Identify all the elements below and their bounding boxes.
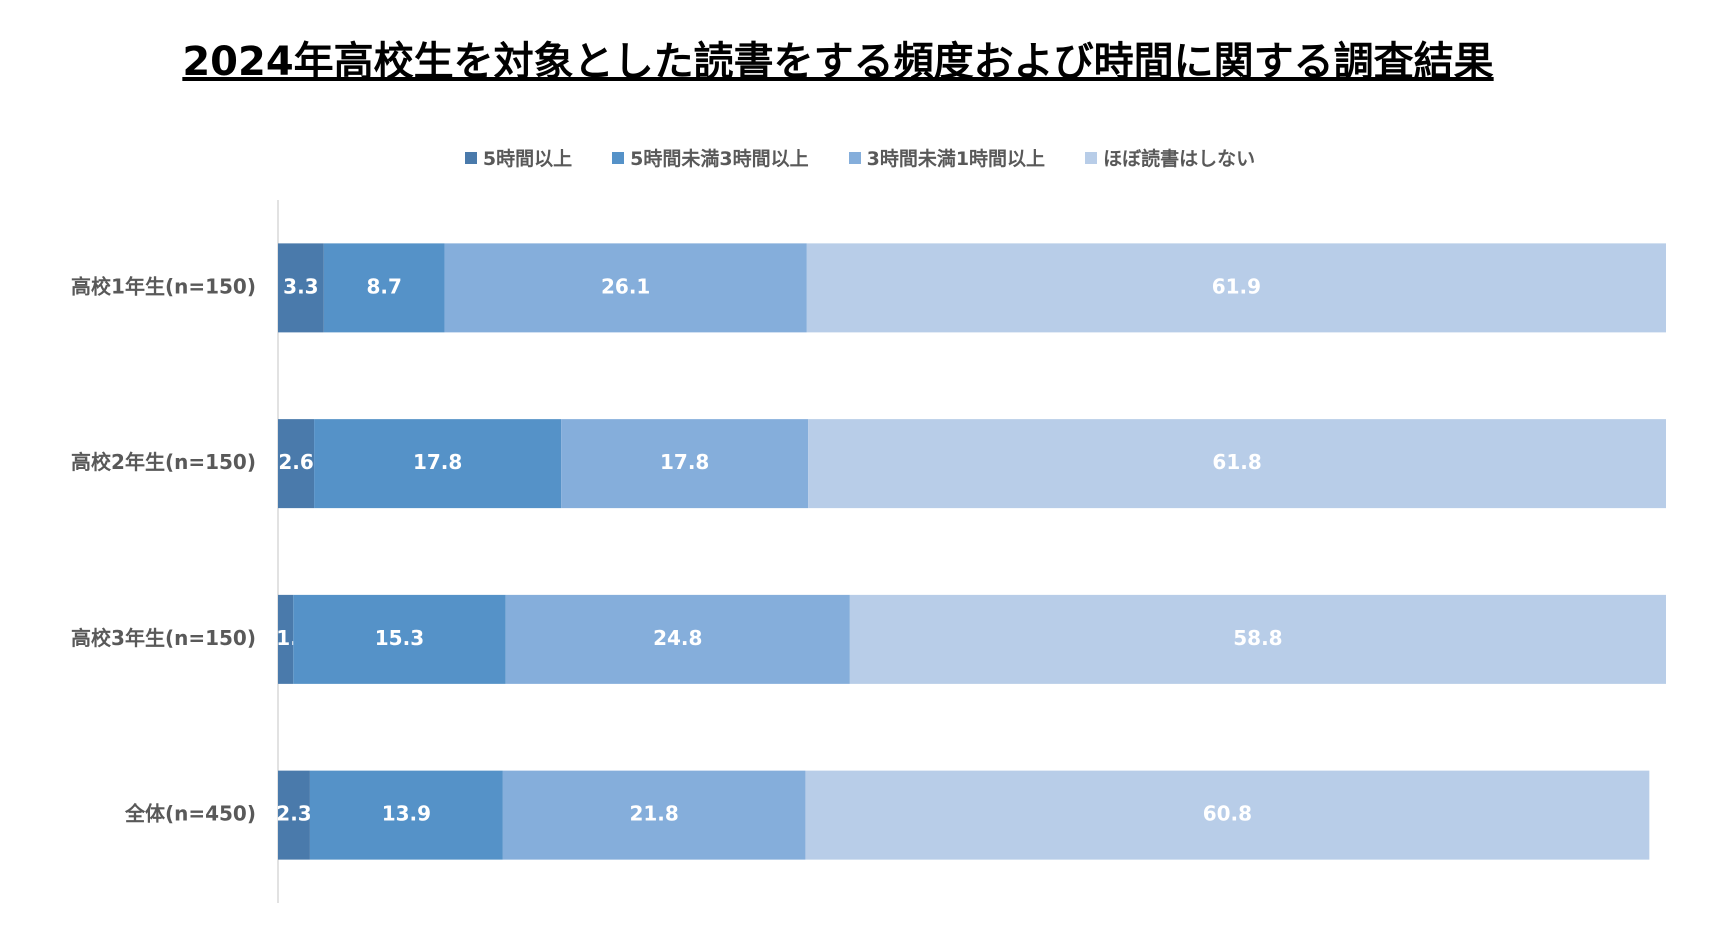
legend-label: 5時間未満3時間以上: [630, 148, 809, 170]
bar-segment: [806, 243, 1666, 333]
data-label: 2.6: [278, 450, 313, 474]
y-tick-label: 高校3年生(n=150): [71, 626, 256, 650]
data-label: 17.8: [413, 450, 462, 474]
y-tick-label: 高校1年生(n=150): [71, 274, 256, 298]
data-label: 61.9: [1212, 274, 1261, 298]
bar-segment: [278, 770, 310, 860]
legend-swatch: [848, 151, 861, 164]
bar-segment: [293, 594, 506, 684]
data-label: 2.3: [276, 802, 311, 826]
bar-segment: [805, 770, 1650, 860]
legend-label: 5時間以上: [482, 148, 573, 170]
data-label: 26.1: [601, 274, 650, 298]
data-label: 61.8: [1212, 450, 1261, 474]
data-label: 8.7: [366, 274, 401, 298]
legend-item: 3時間未満1時間以上: [848, 144, 1046, 171]
y-tick-label: 高校2年生(n=150): [71, 450, 256, 474]
bar-segment: [278, 243, 324, 333]
y-tick-label: 全体(n=450): [124, 802, 256, 826]
bar-segment: [278, 594, 294, 684]
data-label: 58.8: [1233, 626, 1282, 650]
data-label: 3.3: [283, 274, 318, 298]
bar-segment: [444, 243, 807, 333]
bar-segment: [314, 419, 562, 509]
data-label: 60.8: [1203, 802, 1252, 826]
legend-swatch: [612, 151, 625, 164]
bar-segment: [561, 419, 809, 509]
bar-segment: [309, 770, 503, 860]
bar-segment: [278, 419, 315, 509]
legend: 5時間以上 5時間未満3時間以上 3時間未満1時間以上 ほぼ読書はしない: [0, 144, 1720, 171]
bar-segment: [323, 243, 445, 333]
chart-title: 2024年高校生を対象とした読書をする頻度および時間に関する調査結果: [182, 39, 1493, 85]
legend-swatch: [1085, 151, 1098, 164]
data-label: 21.8: [629, 802, 678, 826]
bar-segment: [502, 770, 806, 860]
bar-segment: [808, 419, 1666, 509]
bar-segment: [505, 594, 850, 684]
legend-item: ほぼ読書はしない: [1085, 144, 1255, 171]
bar-segment: [849, 594, 1666, 684]
data-label: 24.8: [653, 626, 702, 650]
legend-item: 5時間未満3時間以上: [612, 144, 809, 171]
data-label: 15.3: [375, 626, 424, 650]
legend-label: 3時間未満1時間以上: [866, 148, 1046, 170]
legend-swatch: [464, 151, 477, 164]
legend-label: ほぼ読書はしない: [1103, 148, 1256, 170]
data-label: 13.9: [382, 802, 431, 826]
data-label: 17.8: [660, 450, 709, 474]
legend-item: 5時間以上: [464, 144, 573, 171]
